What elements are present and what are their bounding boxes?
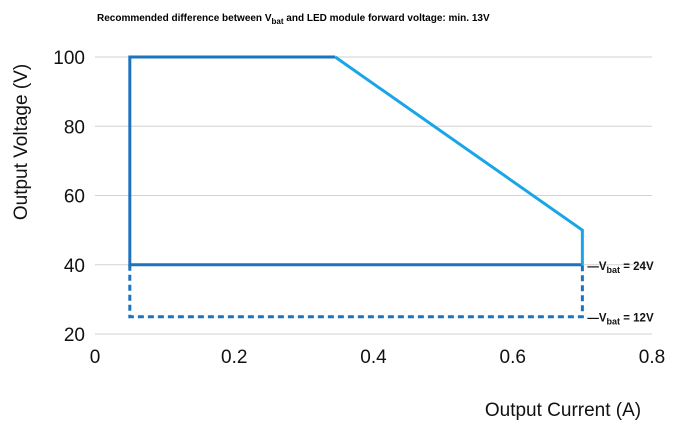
note-text-before: Recommended difference between V (97, 13, 272, 24)
x-tick-label: 0 (90, 347, 101, 368)
note-subscript: bat (272, 17, 284, 26)
x-tick-label: 0.8 (639, 347, 665, 368)
grid (95, 56, 652, 335)
y-tick-label: 40 (64, 256, 85, 277)
vbat-label: —Vbat = 12V (587, 313, 654, 327)
vbat-label: —Vbat = 24V (587, 261, 654, 275)
note-text-after: and LED module forward voltage: min. 13V (284, 13, 490, 24)
series-line-solid-dark (128, 55, 583, 267)
y-tick-label: 80 (64, 117, 85, 138)
chart-note: Recommended difference between Vbat and … (97, 13, 490, 26)
y-tick-label: 60 (64, 187, 85, 208)
x-tick-label: 0.4 (360, 347, 387, 368)
x-tick-label: 0.6 (500, 347, 526, 368)
x-tick-label: 0.2 (221, 347, 247, 368)
y-axis-label: Output Voltage (V) (11, 64, 32, 220)
series-line-solid-light (334, 55, 584, 265)
annotations: —Vbat = 24V —Vbat = 12V (587, 261, 654, 327)
y-tick-label: 100 (53, 48, 85, 69)
plot-lines (128, 55, 584, 319)
x-axis-label: Output Current (A) (485, 400, 641, 421)
y-tick-label: 20 (64, 325, 85, 346)
tick-labels: 0 0.2 0.4 0.6 0.8 20 40 60 80 100 (53, 48, 665, 368)
series-line-dashed (128, 264, 584, 319)
